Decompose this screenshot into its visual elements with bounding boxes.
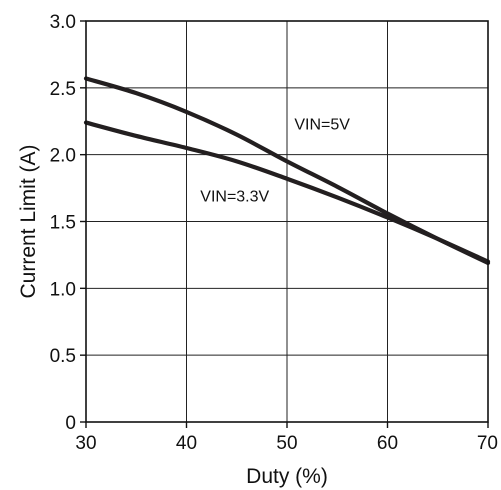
y-tick-label: 1.0 [50,279,76,300]
x-tick-label: 60 [377,433,398,454]
y-tick-label: 1.5 [50,213,76,234]
y-tick-label: 2.0 [50,146,76,167]
curve-label: VIN=3.3V [200,188,269,205]
x-tick-labels: 30 40 50 60 70 [75,422,498,454]
x-tick-label: 70 [477,433,498,454]
x-tick-label: 30 [75,433,96,454]
y-tick-label: 3.0 [50,12,76,33]
x-tick-label: 50 [276,433,297,454]
series-line-vin-3-3v [83,120,491,264]
annotations: VIN=5V VIN=3.3V [200,116,350,205]
series-lines [83,76,491,266]
y-axis-title: Current Limit (A) [17,144,40,298]
x-tick-label: 40 [176,433,197,454]
y-tick-label: 0.5 [50,346,76,367]
grid [85,20,489,423]
x-axis-title: Duty (%) [246,465,328,488]
y-tick-label: 2.5 [50,79,76,100]
curve-label: VIN=5V [294,116,350,133]
y-tick-label: 0 [65,413,76,434]
y-tick-labels: 0 0.5 1.0 1.5 2.0 2.5 3.0 [50,12,86,434]
